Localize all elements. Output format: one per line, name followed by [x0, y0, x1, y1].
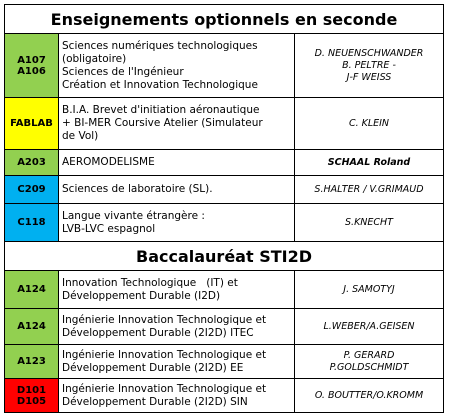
teacher-cell: S.HALTER / V.GRIMAUD	[294, 175, 444, 204]
section-row: Enseignements optionnels en seconde	[4, 4, 444, 34]
room-cell: A124	[4, 308, 59, 345]
teacher-name: C. KLEIN	[348, 117, 390, 129]
subject-cell: Ingénierie Innovation Technologique et Dé…	[58, 344, 295, 379]
subject-line: Développement Durable (2I2D) EE	[62, 361, 244, 374]
room-cell: D101 D105	[4, 378, 59, 413]
room-cell: A124	[4, 270, 59, 309]
subject-line: AEROMODELISME	[62, 156, 155, 168]
room-code: A106	[17, 65, 46, 77]
teacher-cell: P. GERARD P.GOLDSCHMIDT	[294, 344, 444, 379]
course-row: A203 AEROMODELISME SCHAAL Roland	[4, 149, 444, 176]
teacher-cell: J. SAMOTYJ	[294, 270, 444, 309]
course-row: A124 Ingénierie Innovation Technologique …	[4, 308, 444, 345]
teacher-name: L.WEBER/A.GEISEN	[323, 320, 415, 332]
subject-line: + BI-MER Coursive Atelier (Simulateur	[62, 117, 263, 129]
subject-cell: B.I.A. Brevet d'initiation aéronautique +…	[58, 97, 295, 150]
subject-line: Ingénierie Innovation Technologique et	[62, 382, 267, 395]
subject-line: LVB-LVC espagnol	[62, 222, 156, 235]
subject-cell: Sciences numériques technologiques (oblig…	[58, 33, 295, 98]
teacher-cell: SCHAAL Roland	[294, 149, 444, 176]
subject-line: Sciences de l'Ingénieur	[62, 65, 184, 78]
subject-cell: Ingénierie Innovation Technologique et Dé…	[58, 378, 295, 413]
teacher-name: O. BOUTTER/O.KROMM	[314, 389, 424, 401]
room-code: A124	[17, 321, 46, 332]
course-row: C118 Langue vivante étrangère : LVB-LVC es…	[4, 203, 444, 242]
subject-line: (obligatoire)	[62, 52, 127, 65]
room-cell: C118	[4, 203, 59, 242]
course-row: FABLAB B.I.A. Brevet d'initiation aéronau…	[4, 97, 444, 150]
subject-cell: AEROMODELISME	[58, 149, 295, 176]
course-row: A107 A106 Sciences numériques technologiqu…	[4, 33, 444, 98]
room-cell: A107 A106	[4, 33, 59, 98]
room-code: D101	[16, 384, 47, 396]
room-cell: A203	[4, 149, 59, 176]
subject-cell: Innovation Technologique (IT) et Développ…	[58, 270, 295, 309]
subject-cell: Ingénierie Innovation Technologique et Dé…	[58, 308, 295, 345]
course-row: A123 Ingénierie Innovation Technologique …	[4, 344, 444, 379]
subject-line: Langue vivante étrangère :	[62, 209, 205, 222]
teacher-name: J-F WEISS	[346, 71, 392, 83]
subject-cell: Sciences de laboratoire (SL).	[58, 175, 295, 204]
subject-line: B.I.A. Brevet d'initiation aéronautique	[62, 104, 260, 116]
room-code: FABLAB	[10, 118, 53, 129]
room-cell: C209	[4, 175, 59, 204]
room-cell: FABLAB	[4, 97, 59, 150]
room-code: D105	[16, 395, 47, 407]
room-cell: A123	[4, 344, 59, 379]
section-row: Baccalauréat STI2D	[4, 241, 444, 271]
subject-line: Sciences de laboratoire (SL).	[62, 183, 213, 195]
teacher-cell: D. NEUENSCHWANDER B. PELTRE - J-F WEISS	[294, 33, 444, 98]
course-row: D101 D105 Ingénierie Innovation Technologi…	[4, 378, 444, 413]
teacher-cell: L.WEBER/A.GEISEN	[294, 308, 444, 345]
teacher-name: J. SAMOTYJ	[343, 283, 395, 295]
teacher-cell: C. KLEIN	[294, 97, 444, 150]
subject-line: Innovation Technologique (IT) et	[62, 276, 238, 289]
teacher-name: SCHAAL Roland	[327, 156, 411, 168]
room-code: A124	[17, 284, 46, 295]
subject-line: Développement Durable (I2D)	[62, 289, 221, 302]
room-code: C118	[17, 217, 46, 228]
teacher-name: S.HALTER / V.GRIMAUD	[314, 183, 424, 195]
section-title: Enseignements optionnels en seconde	[4, 4, 444, 34]
room-code: C209	[17, 184, 46, 195]
room-code: A203	[17, 157, 46, 168]
teacher-name: D. NEUENSCHWANDER	[314, 47, 424, 59]
subject-line: Sciences numériques technologiques	[62, 39, 258, 52]
subject-line: Développement Durable (2I2D) SIN	[62, 395, 248, 408]
teacher-name: P.GOLDSCHMIDT	[329, 361, 409, 373]
teacher-cell: S.KNECHT	[294, 203, 444, 242]
teacher-cell: O. BOUTTER/O.KROMM	[294, 378, 444, 413]
teacher-name: P. GERARD	[343, 349, 395, 361]
subject-cell: Langue vivante étrangère : LVB-LVC espagn…	[58, 203, 295, 242]
course-table: Enseignements optionnels en seconde A107 A…	[4, 4, 444, 413]
teacher-name: S.KNECHT	[345, 216, 393, 228]
course-row: A124 Innovation Technologique (IT) et Déve…	[4, 270, 444, 309]
subject-line: de Vol)	[62, 130, 99, 142]
subject-line: Ingénierie Innovation Technologique et	[62, 348, 267, 361]
subject-line: Ingénierie Innovation Technologique et	[62, 313, 267, 326]
room-code: A123	[17, 356, 46, 367]
teacher-name: B. PELTRE -	[342, 59, 396, 71]
table-body: Enseignements optionnels en seconde A107 A…	[4, 4, 444, 413]
section-title: Baccalauréat STI2D	[4, 241, 444, 271]
subject-line: Développement Durable (2I2D) ITEC	[62, 326, 254, 339]
subject-line: Création et Innovation Technologique	[62, 78, 258, 91]
room-code: A107	[17, 54, 46, 66]
course-row: C209 Sciences de laboratoire (SL). S.HALTE…	[4, 175, 444, 204]
